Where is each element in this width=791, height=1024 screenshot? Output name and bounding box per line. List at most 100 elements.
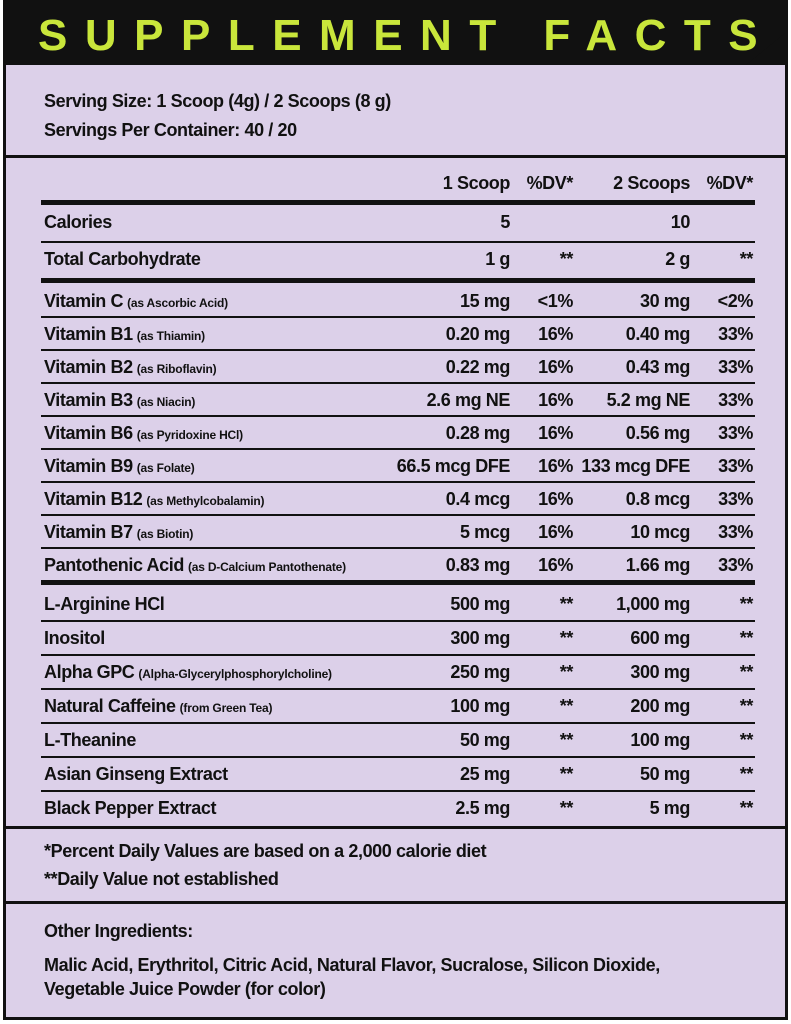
amount: 66.5 mcg DFE [396, 456, 511, 476]
amount: 1 g [485, 249, 510, 269]
row-rule [41, 756, 755, 758]
nutrient-note: (as Folate) [136, 461, 195, 475]
divider [6, 826, 785, 829]
row-rule [41, 547, 755, 549]
nutrient-note: (as D-Calcium Pantothenate) [187, 560, 346, 574]
nutrient-name: L-Theanine [44, 730, 137, 750]
daily-value: 33% [718, 423, 753, 443]
row-name: Total Carbohydrate [44, 249, 201, 270]
daily-value: 33% [718, 489, 753, 509]
nutrient-note: (as Thiamin) [136, 329, 205, 343]
amount: 300 mg [630, 662, 690, 682]
daily-value: ** [739, 764, 754, 784]
amount: 200 mg [630, 696, 690, 716]
amount: 0.4 mcg [445, 489, 511, 509]
row-name: Asian Ginseng Extract [44, 764, 228, 785]
amount: 15 mg [459, 291, 510, 311]
daily-value: ** [739, 662, 754, 682]
nutrient-name: Vitamin B6 [44, 423, 133, 443]
nutrient-name: Vitamin B3 [44, 390, 133, 410]
row-name: Natural Caffeine (from Green Tea) [44, 696, 272, 717]
nutrient-name: Total Carbohydrate [44, 249, 201, 269]
other-ingredients-text: Vegetable Juice Powder (for color) [44, 979, 326, 999]
daily-value: ** [559, 628, 574, 648]
corner-cut [746, 33, 785, 65]
daily-value: ** [739, 594, 754, 614]
row-rule [41, 241, 755, 243]
row-name: Vitamin B2 (as Riboflavin) [44, 357, 217, 378]
row-rule [41, 349, 755, 351]
daily-value: 16% [538, 357, 573, 377]
daily-value: ** [739, 628, 754, 648]
daily-value: <1% [537, 291, 574, 311]
amount: 0.20 mg [445, 324, 511, 344]
daily-value: ** [559, 696, 574, 716]
divider [6, 901, 785, 904]
daily-value: 16% [538, 324, 573, 344]
row-name: Vitamin B3 (as Niacin) [44, 390, 195, 411]
amount: 1.66 mg [625, 555, 691, 575]
amount: 30 mg [639, 291, 690, 311]
amount: 5 [500, 212, 510, 232]
nutrient-name: Vitamin B1 [44, 324, 133, 344]
row-name: Vitamin C (as Ascorbic Acid) [44, 291, 228, 312]
daily-value: 33% [718, 522, 753, 542]
row-name: Vitamin B1 (as Thiamin) [44, 324, 205, 345]
daily-value: <2% [717, 291, 754, 311]
amount: 0.8 mcg [625, 489, 691, 509]
daily-value: ** [559, 249, 574, 269]
row-rule [41, 514, 755, 516]
daily-value: ** [559, 730, 574, 750]
nutrient-name: Calories [44, 212, 112, 232]
supplement-facts-label: SUPPLEMENT FACTS Serving Size: 1 Scoop (… [3, 0, 788, 1020]
row-name: Vitamin B6 (as Pyridoxine HCl) [44, 423, 243, 444]
footnote: *Percent Daily Values are based on a 2,0… [44, 841, 487, 861]
daily-value: 16% [538, 522, 573, 542]
nutrient-note: (as Biotin) [136, 527, 194, 541]
amount: 0.22 mg [445, 357, 511, 377]
row-name: Vitamin B9 (as Folate) [44, 456, 195, 477]
amount: 2.6 mg NE [426, 390, 511, 410]
thick-rule [41, 278, 755, 283]
serving-size: Serving Size: 1 Scoop (4g) / 2 Scoops (8… [44, 91, 391, 111]
amount: 500 mg [450, 594, 510, 614]
column-header: 1 Scoop [442, 173, 511, 193]
thick-rule [41, 200, 755, 205]
row-rule [41, 415, 755, 417]
daily-value: 33% [718, 357, 753, 377]
amount: 25 mg [459, 764, 510, 784]
nutrient-name: Vitamin B12 [44, 489, 143, 509]
daily-value: 33% [718, 456, 753, 476]
daily-value: 33% [718, 555, 753, 575]
row-rule [41, 448, 755, 450]
nutrient-name: Alpha GPC [44, 662, 135, 682]
divider [6, 155, 785, 158]
amount: 5.2 mg NE [606, 390, 691, 410]
nutrient-name: Vitamin B2 [44, 357, 133, 377]
daily-value: ** [559, 662, 574, 682]
daily-value: 16% [538, 423, 573, 443]
nutrient-name: Vitamin C [44, 291, 124, 311]
nutrient-name: Black Pepper Extract [44, 798, 217, 818]
row-rule [41, 790, 755, 792]
nutrient-name: Natural Caffeine [44, 696, 176, 716]
amount: 5 mg [649, 798, 691, 818]
row-rule [41, 481, 755, 483]
amount: 50 mg [639, 764, 690, 784]
thick-rule [41, 580, 755, 585]
amount: 10 mcg [630, 522, 690, 542]
title-bar [6, 3, 785, 65]
amount: 133 mcg DFE [581, 456, 690, 476]
amount: 0.56 mg [625, 423, 691, 443]
servings-per-container: Servings Per Container: 40 / 20 [44, 120, 297, 140]
amount: 0.28 mg [445, 423, 511, 443]
row-name: Calories [44, 212, 112, 233]
amount: 0.83 mg [445, 555, 511, 575]
other-ingredients-label: Other Ingredients: [44, 921, 193, 941]
row-name: Pantothenic Acid (as D-Calcium Pantothena… [44, 555, 346, 576]
nutrient-name: Vitamin B9 [44, 456, 133, 476]
amount: 0.40 mg [625, 324, 691, 344]
row-rule [41, 620, 755, 622]
nutrient-note: (as Niacin) [136, 395, 196, 409]
